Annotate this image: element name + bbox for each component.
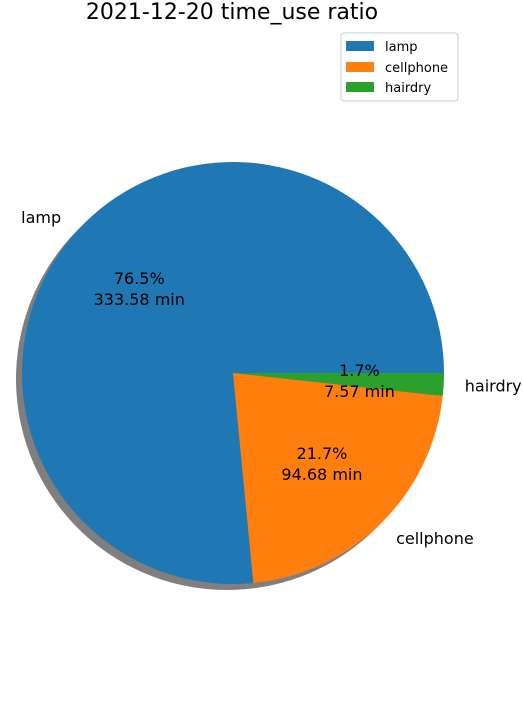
- slice-label-lamp: lamp: [21, 208, 61, 227]
- pie-slice-lamp: [21, 161, 445, 584]
- slice-label-cellphone: cellphone: [396, 529, 474, 548]
- pie-slice-hairdry: [233, 373, 444, 396]
- legend-swatch-hairdry: [346, 82, 374, 92]
- chart-title: 2021-12-20 time_use ratio: [86, 0, 378, 25]
- slice-label-hairdry: hairdry: [465, 377, 522, 396]
- slice-value-lamp: 333.58 min: [94, 290, 185, 309]
- pie-slice-cellphone: [233, 373, 443, 584]
- slice-percent-lamp: 76.5%: [114, 269, 165, 288]
- slice-value-hairdry: 7.57 min: [324, 382, 395, 401]
- legend-label-cellphone: cellphone: [385, 61, 448, 76]
- legend-swatch-lamp: [346, 41, 374, 51]
- legend-label-lamp: lamp: [385, 40, 418, 55]
- legend: lamp cellphone hairdry: [340, 32, 459, 102]
- pie-labels: lamp 76.5% 333.58 min cellphone 21.7% 94.68 m…: [21, 208, 522, 548]
- slice-value-cellphone: 94.68 min: [281, 465, 362, 484]
- slice-percent-cellphone: 21.7%: [297, 444, 348, 463]
- legend-swatch-cellphone: [346, 62, 374, 72]
- slice-percent-hairdry: 1.7%: [339, 361, 380, 380]
- legend-label-hairdry: hairdry: [385, 81, 432, 96]
- pie-slices: [21, 161, 445, 584]
